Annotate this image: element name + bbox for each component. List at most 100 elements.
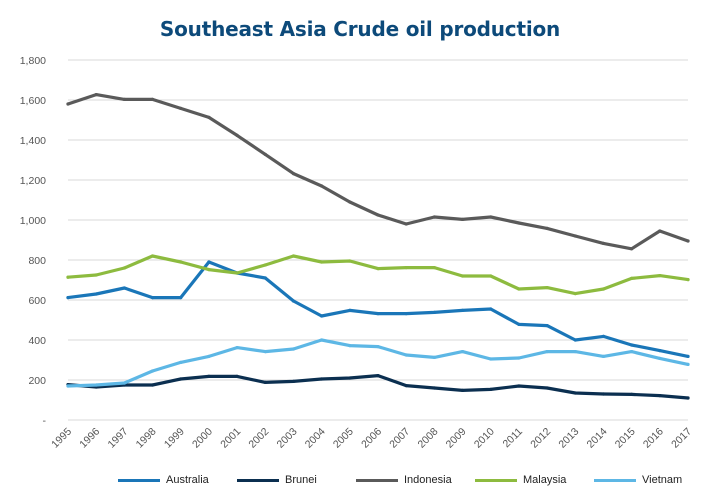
data-point-vietnam xyxy=(601,354,606,358)
data-point-brunei xyxy=(432,386,436,390)
data-point-malaysia xyxy=(686,278,690,282)
data-point-australia xyxy=(460,308,465,312)
x-tick-label: 1995 xyxy=(49,426,74,451)
data-point-brunei xyxy=(460,388,465,392)
data-point-brunei xyxy=(291,379,296,383)
data-point-australia xyxy=(94,292,98,296)
data-point-brunei xyxy=(601,392,606,396)
series-line-indonesia xyxy=(66,92,690,251)
data-point-australia xyxy=(179,296,183,300)
data-point-vietnam xyxy=(207,354,211,358)
data-point-vietnam xyxy=(94,383,98,387)
data-point-indonesia xyxy=(573,234,577,238)
legend-label: Australia xyxy=(166,474,209,486)
data-point-australia xyxy=(150,296,155,300)
data-point-vietnam xyxy=(432,355,436,359)
data-point-vietnam xyxy=(376,345,380,349)
data-point-indonesia xyxy=(460,217,465,221)
data-point-malaysia xyxy=(432,266,436,270)
data-point-malaysia xyxy=(291,254,296,258)
series-line-brunei xyxy=(66,374,690,400)
data-point-malaysia xyxy=(573,292,577,296)
data-point-indonesia xyxy=(601,241,606,245)
y-tick-label: 400 xyxy=(28,335,46,347)
legend-item-brunei: Brunei xyxy=(237,470,317,490)
data-point-vietnam xyxy=(235,346,239,350)
data-point-malaysia xyxy=(263,263,267,267)
x-tick-label: 2006 xyxy=(359,426,384,451)
x-tick-label: 2002 xyxy=(246,426,271,451)
y-tick-label: 1,800 xyxy=(20,55,46,67)
data-point-indonesia xyxy=(545,226,549,230)
data-point-australia xyxy=(348,308,352,312)
data-point-brunei xyxy=(404,384,408,388)
data-point-vietnam xyxy=(179,360,183,364)
data-point-indonesia xyxy=(150,97,155,101)
data-point-vietnam xyxy=(573,350,577,354)
x-tick-label: 2010 xyxy=(472,426,497,451)
y-tick-label: 1,000 xyxy=(20,215,46,227)
data-point-australia xyxy=(404,312,408,316)
data-point-brunei xyxy=(630,392,634,396)
legend-swatch xyxy=(118,478,160,482)
x-tick-label: 1996 xyxy=(77,426,102,451)
legend-swatch xyxy=(237,478,279,482)
data-point-malaysia xyxy=(235,271,239,275)
data-point-australia xyxy=(658,349,662,353)
data-point-australia xyxy=(601,334,606,338)
data-point-indonesia xyxy=(348,200,352,204)
data-point-indonesia xyxy=(291,172,296,176)
legend-item-malaysia: Malaysia xyxy=(475,470,566,490)
data-point-vietnam xyxy=(263,350,267,354)
y-tick-label: 800 xyxy=(28,255,46,267)
data-point-malaysia xyxy=(348,259,352,263)
data-point-vietnam xyxy=(686,362,690,366)
data-point-vietnam xyxy=(489,357,493,361)
x-tick-label: 2016 xyxy=(641,426,666,451)
data-point-brunei xyxy=(517,384,521,388)
x-tick-label: 2000 xyxy=(190,426,215,451)
y-tick-label: 600 xyxy=(28,295,46,307)
x-tick-label: 2003 xyxy=(275,426,300,451)
data-point-indonesia xyxy=(658,229,662,233)
y-tick-label: 1,400 xyxy=(20,135,46,147)
data-point-indonesia xyxy=(66,102,70,106)
data-point-malaysia xyxy=(601,287,606,291)
data-point-australia xyxy=(320,314,324,318)
data-point-malaysia xyxy=(517,287,521,291)
data-point-malaysia xyxy=(460,274,465,278)
x-tick-label: 2017 xyxy=(669,426,694,451)
plot-area: - 200 400 600 800 1,000 1,200 1,400 1,600 1,800 19… xyxy=(20,55,695,451)
x-tick-label: 2011 xyxy=(501,426,526,451)
legend: Australia Brunei Indonesia Malaysia Vietnam xyxy=(0,470,720,490)
data-point-brunei xyxy=(545,386,549,390)
data-point-australia xyxy=(66,296,70,300)
x-tick-label: 2015 xyxy=(613,426,638,451)
data-point-vietnam xyxy=(291,347,296,351)
x-tick-label: 2007 xyxy=(387,426,412,451)
x-tick-label: 1997 xyxy=(105,426,130,451)
data-point-vietnam xyxy=(122,381,126,385)
data-point-australia xyxy=(630,343,634,347)
data-point-malaysia xyxy=(545,286,549,290)
data-point-brunei xyxy=(320,377,324,381)
data-point-malaysia xyxy=(404,266,408,270)
data-point-malaysia xyxy=(179,260,183,264)
data-point-indonesia xyxy=(207,115,211,119)
data-point-brunei xyxy=(263,380,267,384)
x-tick-label: 2014 xyxy=(585,426,610,451)
data-point-brunei xyxy=(658,394,662,398)
legend-label: Brunei xyxy=(285,474,317,486)
data-point-indonesia xyxy=(404,222,408,226)
data-point-indonesia xyxy=(320,184,324,188)
data-point-brunei xyxy=(179,377,183,381)
chart-title: Southeast Asia Crude oil production xyxy=(159,17,561,41)
series-line-australia xyxy=(66,260,690,358)
data-point-indonesia xyxy=(630,247,634,251)
data-point-vietnam xyxy=(630,350,634,354)
data-point-australia xyxy=(263,276,267,280)
data-point-indonesia xyxy=(489,215,493,219)
legend-item-vietnam: Vietnam xyxy=(594,470,682,490)
data-point-brunei xyxy=(235,374,239,378)
